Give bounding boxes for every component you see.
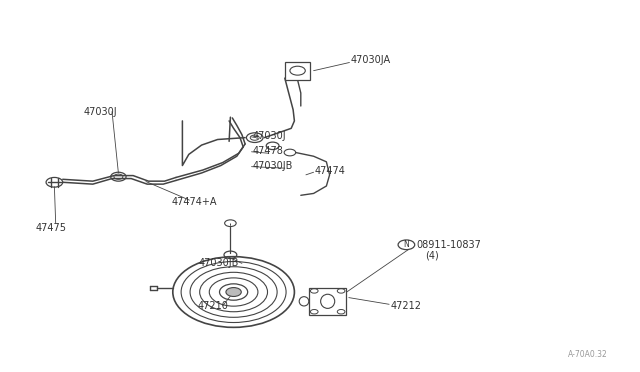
Bar <box>285 62 310 80</box>
Text: 47030JA: 47030JA <box>351 55 391 65</box>
Text: 47210: 47210 <box>197 301 228 311</box>
Text: N: N <box>404 240 409 249</box>
Text: 47474+A: 47474+A <box>172 197 217 206</box>
Text: 47478: 47478 <box>253 146 284 155</box>
Text: 47475: 47475 <box>35 223 66 232</box>
Text: A-70A0.32: A-70A0.32 <box>568 350 608 359</box>
Text: (4): (4) <box>426 250 439 260</box>
Text: 47030J: 47030J <box>253 131 287 141</box>
Text: 08911-10837: 08911-10837 <box>417 240 481 250</box>
Text: 47474: 47474 <box>315 166 346 176</box>
Bar <box>309 288 346 315</box>
Text: 47030JB: 47030JB <box>198 259 239 268</box>
Circle shape <box>226 288 241 296</box>
Text: 47212: 47212 <box>390 301 421 311</box>
Text: 47030J: 47030J <box>83 107 117 116</box>
Text: 47030JB: 47030JB <box>253 161 293 170</box>
